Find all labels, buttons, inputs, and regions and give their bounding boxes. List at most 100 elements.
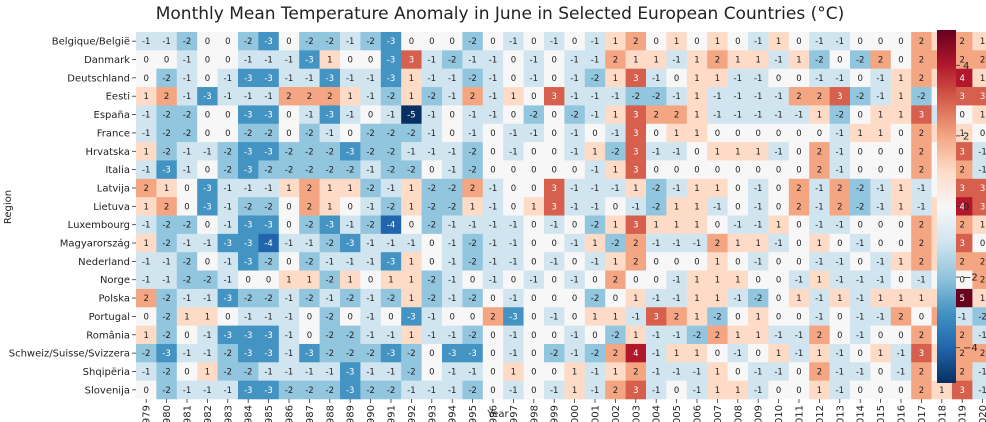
heatmap-cell [768, 123, 790, 143]
heatmap-cell [136, 233, 157, 253]
heatmap-cell [319, 105, 341, 125]
cell-value-label: -2 [468, 166, 476, 176]
heatmap-cell [319, 233, 341, 253]
y-tick-label: France [97, 128, 130, 139]
heatmap-cell [625, 252, 647, 271]
heatmap-cell [564, 215, 586, 235]
cell-value-label: -1 [489, 111, 497, 121]
heatmap-cell [136, 288, 157, 308]
cell-value-label: -2 [428, 184, 436, 194]
heatmap-cell [625, 50, 647, 69]
cell-value-label: 1 [919, 294, 924, 304]
cell-value-label: -2 [264, 202, 272, 212]
heatmap-cell [197, 215, 218, 235]
heatmap-cell [217, 380, 239, 400]
cell-value-label: 0 [368, 276, 373, 286]
cell-value-label: 1 [817, 239, 822, 249]
cell-value-label: -3 [203, 184, 211, 194]
heatmap-cell [809, 215, 830, 235]
heatmap-cell [156, 32, 178, 51]
cell-value-label: 0 [531, 257, 536, 267]
heatmap-cell [952, 142, 973, 161]
cell-value-label: 1 [694, 294, 699, 304]
x-tick-label: 2016 [897, 405, 908, 422]
cell-value-label: 0 [796, 221, 801, 231]
heatmap-cell [401, 307, 422, 326]
cell-value-label: 2 [633, 239, 638, 249]
cell-value-label: 1 [715, 386, 720, 396]
heatmap-cell [299, 215, 320, 235]
cell-value-label: 2 [919, 367, 924, 377]
cell-value-label: -1 [142, 221, 150, 231]
heatmap-cell [768, 87, 790, 106]
cell-value-label: -1 [285, 56, 293, 66]
cell-value-label: 0 [796, 367, 801, 377]
heatmap-cell [340, 178, 361, 198]
heatmap-cell [870, 307, 892, 326]
cell-value-label: -1 [754, 202, 762, 212]
cell-value-label: 1 [143, 239, 148, 249]
heatmap-cell [197, 123, 218, 143]
heatmap-cell [788, 325, 810, 345]
cell-value-label: -1 [652, 239, 660, 249]
cell-value-label: -3 [244, 349, 252, 359]
cell-value-label: 1 [409, 184, 414, 194]
heatmap-cell [360, 252, 382, 271]
heatmap-cell [238, 380, 259, 400]
heatmap-cell [666, 270, 688, 290]
heatmap-cell [605, 252, 626, 271]
heatmap-cell [421, 32, 443, 51]
heatmap-cell [625, 215, 647, 235]
heatmap-cell [707, 215, 728, 235]
cell-value-label: -1 [448, 294, 456, 304]
x-tick-label: 2015 [876, 405, 887, 422]
heatmap-cell [360, 32, 382, 51]
heatmap-cell [727, 288, 749, 308]
heatmap-cell [136, 142, 157, 161]
cell-value-label: 0 [857, 349, 862, 359]
cell-value-label: 2 [164, 202, 169, 212]
cell-value-label: -1 [142, 367, 150, 377]
cell-value-label: 0 [511, 202, 516, 212]
cell-value-label: 0 [776, 294, 781, 304]
cell-value-label: 0 [592, 331, 597, 341]
x-tick-label: 2013 [835, 405, 846, 422]
heatmap-cell [666, 32, 688, 51]
heatmap-cell [890, 105, 912, 125]
cell-value-label: -2 [326, 312, 334, 322]
heatmap-cell [707, 160, 728, 180]
cell-value-label: -2 [693, 331, 701, 341]
heatmap-cell [523, 362, 545, 381]
heatmap-cell [176, 233, 198, 253]
cell-value-label: -2 [856, 184, 864, 194]
heatmap-cell [523, 68, 545, 88]
heatmap-cell [442, 215, 463, 235]
heatmap-cell [829, 87, 851, 106]
heatmap-cell [258, 307, 280, 326]
heatmap-cell [238, 307, 259, 326]
heatmap-cell [768, 362, 790, 381]
heatmap-cell [890, 252, 912, 271]
heatmap-cell [238, 50, 259, 69]
cell-value-label: -2 [468, 37, 476, 47]
heatmap-cell [401, 123, 422, 143]
cell-value-label: -4 [387, 221, 395, 231]
heatmap-cell [217, 105, 239, 125]
cell-value-label: 1 [613, 312, 618, 322]
heatmap-cell [319, 142, 341, 161]
heatmap-cell [503, 270, 524, 290]
cell-value-label: -2 [224, 349, 232, 359]
cell-value-label: 4 [959, 202, 964, 212]
cell-value-label: 1 [307, 276, 312, 286]
heatmap-cell [421, 160, 443, 180]
cell-value-label: 0 [184, 331, 189, 341]
cell-value-label: -3 [244, 147, 252, 157]
cell-value-label: -2 [407, 129, 415, 139]
heatmap-cell [727, 123, 749, 143]
cell-value-label: 0 [225, 37, 230, 47]
cell-value-label: -1 [713, 92, 721, 102]
heatmap-cell [727, 307, 749, 326]
heatmap-cell [605, 142, 626, 161]
cell-value-label: -1 [224, 92, 232, 102]
heatmap-cell [584, 160, 606, 180]
